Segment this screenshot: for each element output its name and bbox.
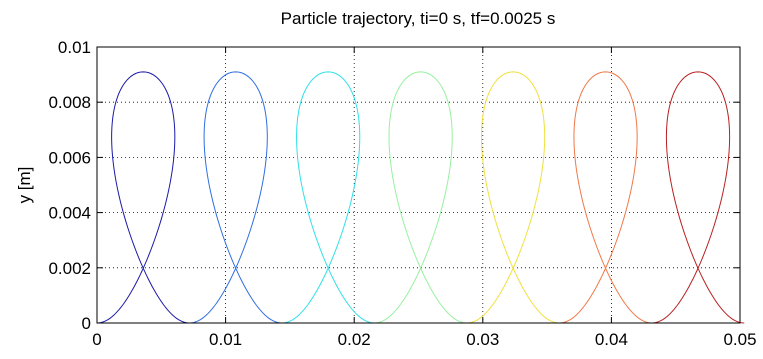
y-axis-label: y [m] [15, 167, 34, 204]
trajectory-loop [189, 71, 282, 324]
y-tick-label: 0.006 [48, 148, 91, 167]
x-tick-label: 0.03 [466, 330, 499, 349]
x-tick-label: 0.04 [595, 330, 628, 349]
y-tick-label: 0.008 [48, 93, 91, 112]
plot-frame [96, 46, 741, 324]
x-tick-label: 0 [92, 330, 101, 349]
x-tick-label: 0.01 [209, 330, 242, 349]
axis-ticks [96, 46, 741, 324]
trajectory-loop [651, 71, 745, 324]
x-tick-labels: 0 0.01 0.02 0.03 0.04 0.05 [92, 330, 756, 349]
chart-title: Particle trajectory, ti=0 s, tf=0.0025 s [281, 9, 556, 28]
trajectory-loop [374, 71, 467, 324]
y-tick-label: 0.01 [58, 38, 91, 57]
trajectory-loop [559, 71, 652, 324]
x-tick-label: 0.02 [338, 330, 371, 349]
y-tick-label: 0 [82, 314, 91, 333]
trajectory-loop [281, 71, 375, 324]
trajectory-series [96, 71, 745, 324]
y-tick-labels: 0 0.002 0.004 0.006 0.008 0.01 [48, 38, 91, 333]
grid [97, 47, 740, 323]
trajectory-loop [96, 71, 190, 324]
y-tick-label: 0.004 [48, 204, 91, 223]
trajectory-loop [466, 71, 560, 324]
x-tick-label: 0.05 [723, 330, 756, 349]
y-tick-label: 0.002 [48, 259, 91, 278]
